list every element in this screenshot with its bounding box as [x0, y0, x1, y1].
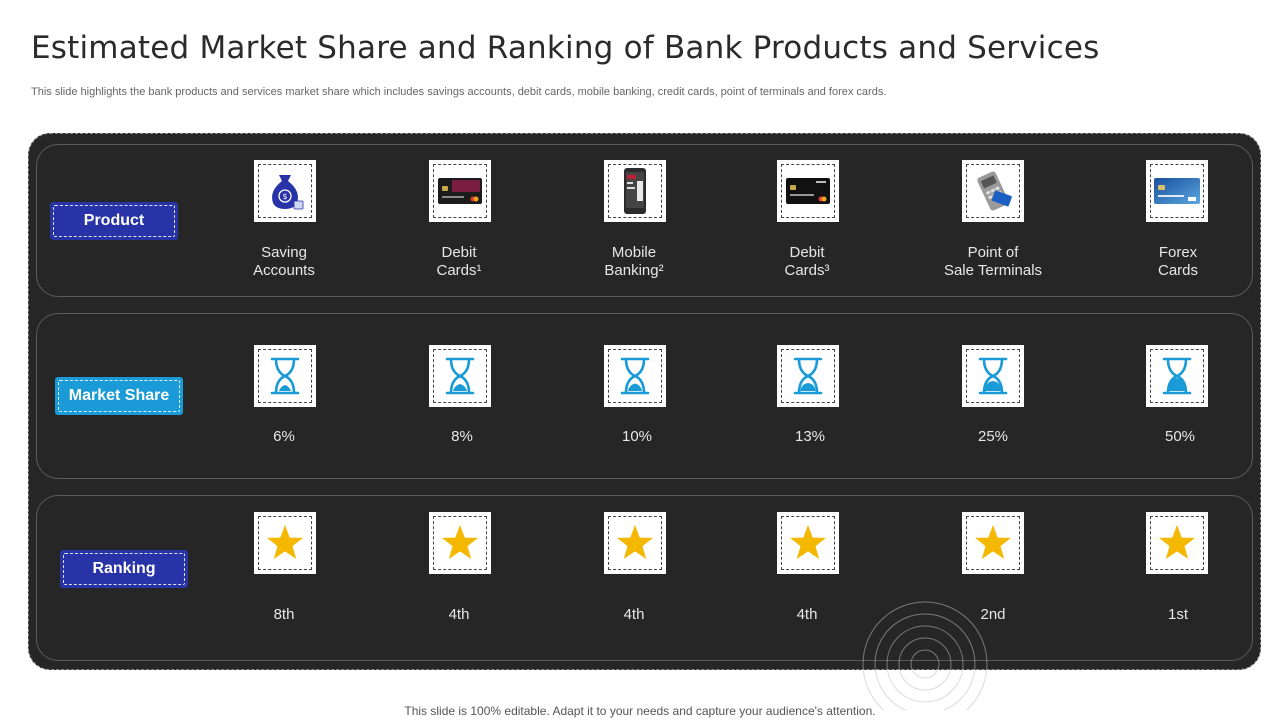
hourglass-icon — [962, 345, 1024, 407]
market-share-value: 6% — [273, 428, 295, 445]
star-icon — [429, 512, 491, 574]
product-name-line2: Banking² — [604, 262, 664, 279]
product-name-line2: Cards — [1157, 262, 1198, 279]
product-row-label: Product — [50, 202, 178, 240]
product-name-line2: Accounts — [253, 262, 315, 279]
market-share-row — [36, 313, 1253, 479]
star-icon — [777, 512, 839, 574]
ranking-value: 4th — [796, 606, 818, 623]
product-name: Mobile Banking² — [559, 244, 709, 280]
hourglass-icon — [604, 345, 666, 407]
product-name-line1: Mobile — [611, 244, 657, 261]
hourglass-icon — [777, 345, 839, 407]
money-bag-icon: $ — [254, 160, 316, 222]
product-name-line2: Cards³ — [784, 262, 830, 279]
product-name: Debit Cards¹ — [384, 244, 534, 280]
star-icon — [254, 512, 316, 574]
hourglass-icon — [254, 345, 316, 407]
ranking-row — [36, 495, 1253, 661]
hourglass-icon — [429, 345, 491, 407]
debit-card-icon — [429, 160, 491, 222]
market-share-value: 25% — [977, 428, 1009, 445]
ranking-value: 8th — [273, 606, 295, 623]
ranking-row-label-text: Ranking — [63, 553, 185, 585]
product-name: Saving Accounts — [209, 244, 359, 280]
product-name-line1: Debit — [789, 244, 825, 261]
mobile-phone-icon — [604, 160, 666, 222]
product-name-line1: Debit — [441, 244, 477, 261]
ranking-row-label: Ranking — [60, 550, 188, 588]
product-name: Debit Cards³ — [732, 244, 882, 280]
market-share-row-label-text: Market Share — [58, 380, 180, 412]
product-name: Point of Sale Terminals — [918, 244, 1068, 280]
product-name: Forex Cards — [1103, 244, 1253, 280]
market-share-value: 10% — [621, 428, 653, 445]
ranking-value: 1st — [1167, 606, 1188, 623]
star-icon — [962, 512, 1024, 574]
svg-text:$: $ — [282, 192, 287, 201]
market-share-value: 8% — [451, 428, 473, 445]
ranking-value: 4th — [448, 606, 470, 623]
star-icon — [604, 512, 666, 574]
page-title: Estimated Market Share and Ranking of Ba… — [31, 30, 1100, 66]
hourglass-icon — [1146, 345, 1208, 407]
star-icon — [1146, 512, 1208, 574]
product-row — [36, 144, 1253, 297]
footer-note: This slide is 100% editable. Adapt it to… — [404, 704, 876, 718]
market-share-value: 50% — [1164, 428, 1196, 445]
product-name-line2: Sale Terminals — [943, 262, 1043, 279]
product-row-label-text: Product — [53, 205, 175, 237]
ranking-value: 4th — [623, 606, 645, 623]
product-name-line1: Forex — [1158, 244, 1198, 261]
forex-card-icon — [1146, 160, 1208, 222]
product-name-line1: Saving — [261, 244, 307, 261]
market-share-value: 13% — [794, 428, 826, 445]
product-name-line1: Point of — [967, 244, 1019, 261]
ranking-value: 2nd — [980, 606, 1006, 623]
market-share-row-label: Market Share — [55, 377, 183, 415]
product-name-line2: Cards¹ — [436, 262, 482, 279]
debit-card-icon — [777, 160, 839, 222]
page-subtitle: This slide highlights the bank products … — [31, 86, 887, 98]
pos-terminal-icon — [962, 160, 1024, 222]
